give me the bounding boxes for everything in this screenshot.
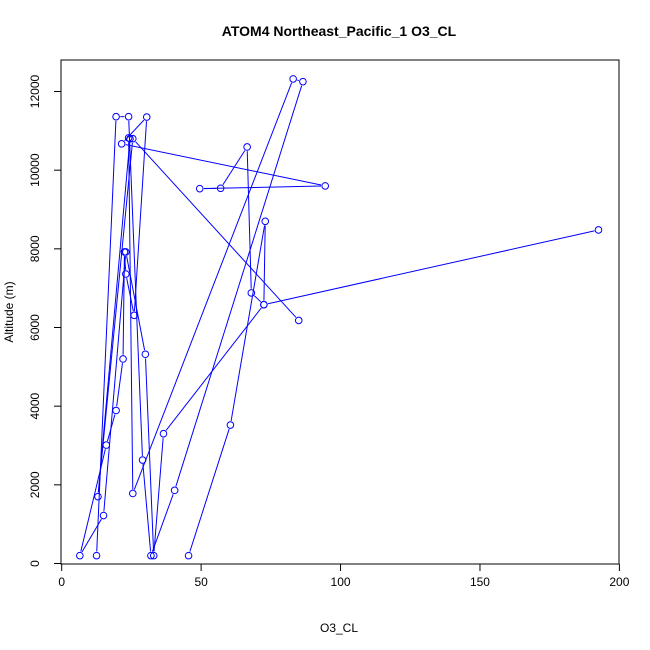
data-point [102,441,111,449]
data-point [142,113,151,121]
data-point [94,492,102,501]
data-point [594,226,603,234]
data-point [76,551,84,560]
y-axis: 0 2000 4000 6000 8000 10000 12000 [28,74,61,567]
data-point [216,184,225,193]
y-tick-label: 10000 [28,153,42,187]
data-point [129,489,137,498]
y-tick-label: 2000 [28,471,42,498]
data-point [119,355,127,363]
data-point [195,184,204,193]
data-point [122,270,130,278]
series-line-segment [126,256,146,351]
series-line-segment [222,150,246,185]
series-line-segment [80,449,106,552]
data-point [170,486,179,495]
y-axis-label: Altitude (m) [2,281,16,342]
series-line-segment [175,85,303,487]
y-tick-label: 6000 [28,314,42,341]
series-line-segment [142,464,152,552]
data-point [138,456,147,464]
data-point [112,112,120,121]
series-lines [80,79,595,553]
series-line-segment [246,151,252,289]
y-tick-label: 4000 [28,392,42,419]
x-axis-label: O3_CL [320,621,358,635]
series-line-segment [254,295,262,303]
data-point [184,551,193,560]
plot-area-border [60,59,620,565]
series-line-segment [267,230,595,305]
data-point [294,316,303,325]
x-tick-label: 100 [331,575,351,589]
series-line-segment [263,225,266,301]
data-point [147,551,155,560]
data-point [299,77,307,86]
series-line-segment [145,358,155,552]
data-point [260,300,268,309]
series-line-segment [125,144,322,186]
data-point [247,289,256,297]
series-line-segment [124,119,145,142]
data-point [261,217,270,226]
data-point [122,248,130,256]
chart-title: ATOM4 Northeast_Pacific_1 O3_CL [222,23,457,39]
series-line-segment [97,142,133,493]
data-point [130,311,139,320]
y-tick-label: 0 [28,560,42,567]
data-point [321,182,330,190]
data-point [226,421,235,429]
series-line-segment [189,428,230,552]
series-line-segment [135,141,297,318]
y-tick-label: 8000 [28,235,42,262]
series-line-segment [153,437,164,552]
data-point [129,134,137,143]
x-axis: 0 50 100 150 200 [58,564,630,589]
data-point [92,551,101,560]
data-point [124,134,133,142]
data-point [243,143,251,151]
x-tick-label: 200 [609,575,629,589]
x-tick-label: 50 [194,575,208,589]
x-tick-label: 150 [470,575,490,589]
data-point [126,134,134,143]
series-line-segment [133,82,293,490]
series-line-segment [165,307,262,431]
x-tick-label: 0 [58,575,65,589]
data-point [117,140,126,148]
data-point [141,350,150,359]
series-points [76,75,603,560]
data-point [112,406,120,415]
data-point [159,429,168,438]
series-line-segment [133,121,147,312]
data-point [124,112,133,121]
y-tick-label: 12000 [28,74,42,108]
series-line-segment [116,363,123,407]
series-line-segment [103,256,126,512]
series-line-segment [151,494,174,552]
data-point [149,551,158,560]
series-line-segment [203,185,322,190]
series-line-segment [128,120,143,456]
data-point [99,511,108,520]
data-point [289,75,297,83]
series-line-segment [230,225,266,421]
